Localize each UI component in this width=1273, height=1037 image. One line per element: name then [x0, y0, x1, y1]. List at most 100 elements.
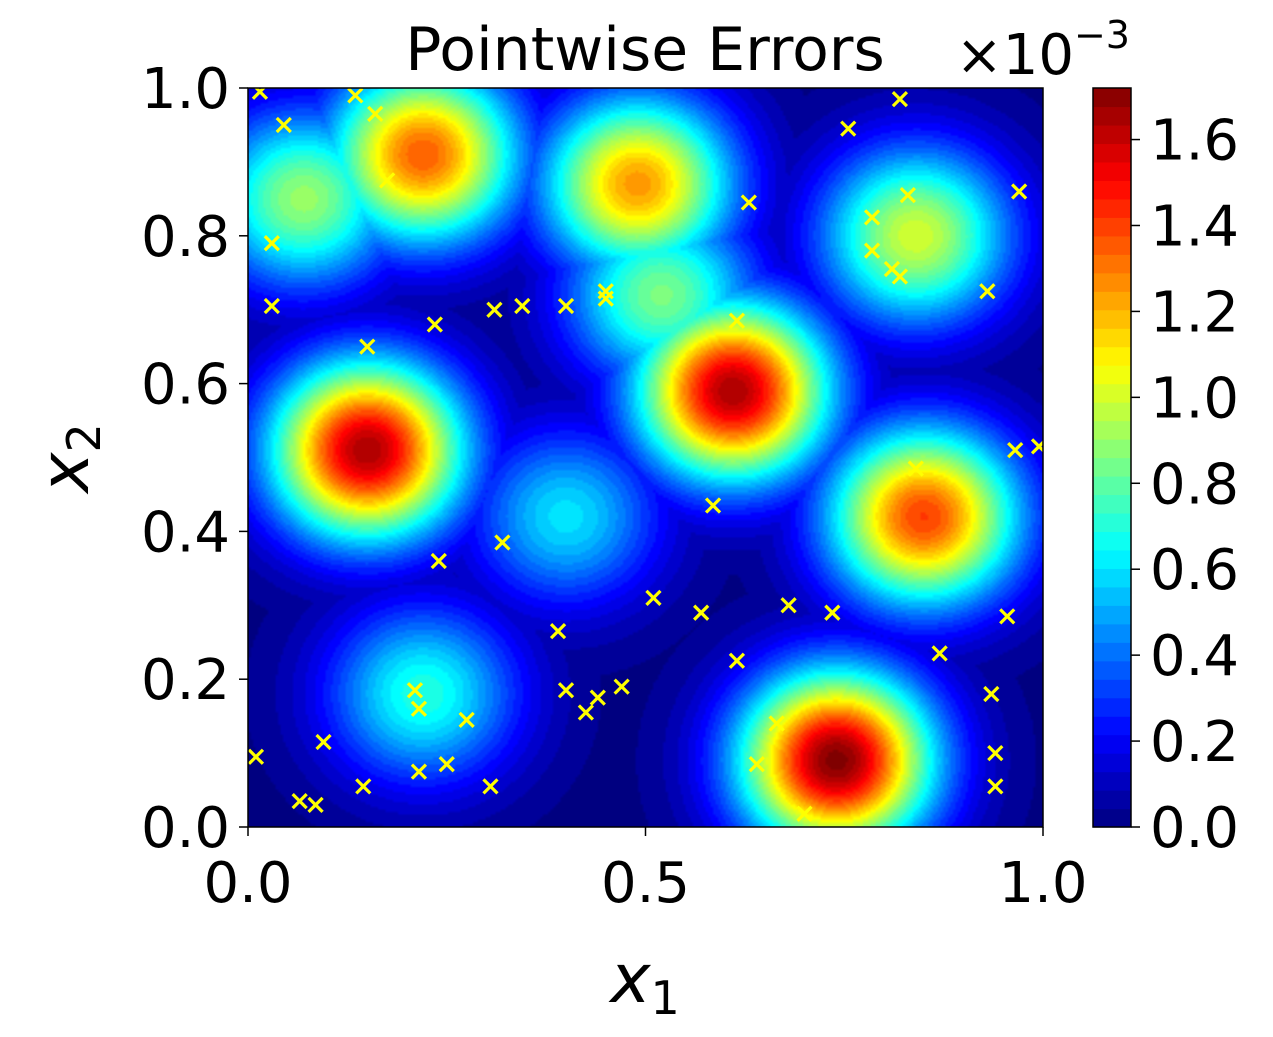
sample-point: [863, 209, 881, 226]
sample-point: [275, 116, 292, 134]
y-tick-label: 0.4: [141, 500, 230, 565]
y-tick-label: 1.0: [141, 57, 230, 122]
sample-point: [251, 88, 269, 100]
sample-point: [514, 297, 531, 315]
sample-point: [549, 623, 567, 640]
colorbar-tick-label: 0.6: [1150, 538, 1239, 603]
sample-point: [987, 778, 1004, 795]
x-axis-ticks: 0.0 0.5 1.0: [203, 827, 1088, 916]
y-tick-label: 0.2: [141, 648, 230, 713]
sample-point: [1030, 438, 1043, 455]
colorbar-band: [1093, 808, 1131, 828]
colorbar: 0.0 0.2 0.4 0.6 0.8 1.0 1.2 1.4 1.6 ×10−3: [956, 13, 1239, 861]
sample-point: [263, 297, 280, 315]
colorbar-band: [1093, 161, 1131, 181]
sample-point: [378, 172, 396, 189]
sample-point: [291, 793, 308, 810]
colorbar-band: [1093, 586, 1131, 606]
sample-point: [355, 778, 372, 795]
sample-point: [987, 744, 1004, 762]
chart-title: Pointwise Errors: [405, 15, 884, 85]
sample-point: [613, 678, 630, 695]
colorbar-tick-label: 0.0: [1150, 796, 1239, 861]
y-tick-label: 0.6: [141, 353, 230, 418]
sample-point: [780, 597, 797, 614]
colorbar-offset-label: ×10−3: [956, 13, 1130, 88]
x-tick-label: 0.0: [203, 851, 292, 916]
sample-point: [728, 312, 746, 329]
y-axis-label-subscript: 2: [57, 423, 111, 452]
colorbar-band: [1093, 291, 1131, 311]
colorbar-band: [1093, 143, 1131, 163]
colorbar-bands: [1093, 88, 1131, 828]
plot-area: [248, 88, 1043, 827]
sample-point: [768, 715, 785, 732]
sample-point: [693, 604, 710, 621]
y-axis-ticks: 0.0 0.2 0.4 0.6 0.8 1.0: [141, 57, 248, 861]
colorbar-band: [1093, 88, 1131, 108]
colorbar-band: [1093, 494, 1131, 514]
sample-point: [494, 534, 511, 551]
y-axis-label: x2: [26, 423, 111, 495]
colorbar-band: [1093, 420, 1131, 440]
colorbar-offset-base: ×10: [956, 23, 1074, 88]
sample-point: [931, 645, 948, 662]
colorbar-tick-label: 0.8: [1150, 452, 1239, 517]
colorbar-band: [1093, 383, 1131, 403]
colorbar-band: [1093, 439, 1131, 459]
sample-point: [824, 604, 841, 621]
y-tick-label: 0.8: [141, 205, 230, 270]
colorbar-band: [1093, 475, 1131, 496]
sample-point: [740, 194, 757, 211]
colorbar-tick-label: 1.4: [1150, 194, 1239, 259]
colorbar-band: [1093, 217, 1131, 237]
sample-point: [347, 88, 364, 104]
colorbar-tick-label: 1.6: [1150, 109, 1239, 174]
colorbar-band: [1093, 272, 1131, 292]
sample-point: [557, 297, 575, 315]
colorbar-band: [1093, 568, 1131, 588]
colorbar-tick-label: 0.4: [1150, 624, 1239, 689]
sample-point: [359, 338, 376, 355]
sample-point: [979, 283, 996, 300]
colorbar-band: [1093, 124, 1131, 145]
sample-point: [482, 778, 499, 795]
colorbar-band: [1093, 512, 1131, 532]
colorbar-band: [1093, 402, 1131, 422]
sample-point: [899, 187, 916, 204]
sample-point: [1011, 183, 1028, 200]
colorbar-band: [1093, 716, 1131, 736]
colorbar-band: [1093, 328, 1131, 348]
sample-point: [796, 805, 813, 822]
sample-point: [983, 685, 1000, 703]
y-tick-label: 0.0: [141, 796, 230, 861]
colorbar-tick-label: 1.0: [1150, 366, 1239, 431]
sample-point: [907, 460, 924, 477]
colorbar-frame: [1092, 87, 1132, 828]
colorbar-band: [1093, 549, 1131, 569]
sample-point: [891, 268, 909, 285]
colorbar-band: [1093, 660, 1131, 680]
sample-point: [486, 301, 503, 318]
colorbar-band: [1093, 531, 1131, 551]
sample-point: [597, 290, 614, 307]
sample-point: [728, 652, 746, 669]
colorbar-band: [1093, 790, 1131, 810]
sample-points: [248, 88, 1043, 822]
sample-point: [1007, 441, 1024, 459]
colorbar-band: [1093, 605, 1131, 625]
colorbar-ticks: 0.0 0.2 0.4 0.6 0.8 1.0 1.2 1.4 1.6: [1131, 109, 1239, 861]
colorbar-band: [1093, 771, 1131, 791]
sample-point: [248, 748, 265, 765]
colorbar-tick-label: 0.2: [1150, 710, 1239, 775]
sample-point: [458, 711, 475, 728]
colorbar-offset-exponent: −3: [1074, 13, 1130, 57]
colorbar-band: [1093, 734, 1131, 754]
sample-point: [704, 497, 722, 514]
sample-point: [438, 756, 455, 773]
sample-point: [410, 763, 428, 780]
sample-point: [410, 700, 428, 717]
sample-point: [430, 552, 447, 570]
colorbar-tick-label: 1.2: [1150, 280, 1239, 345]
